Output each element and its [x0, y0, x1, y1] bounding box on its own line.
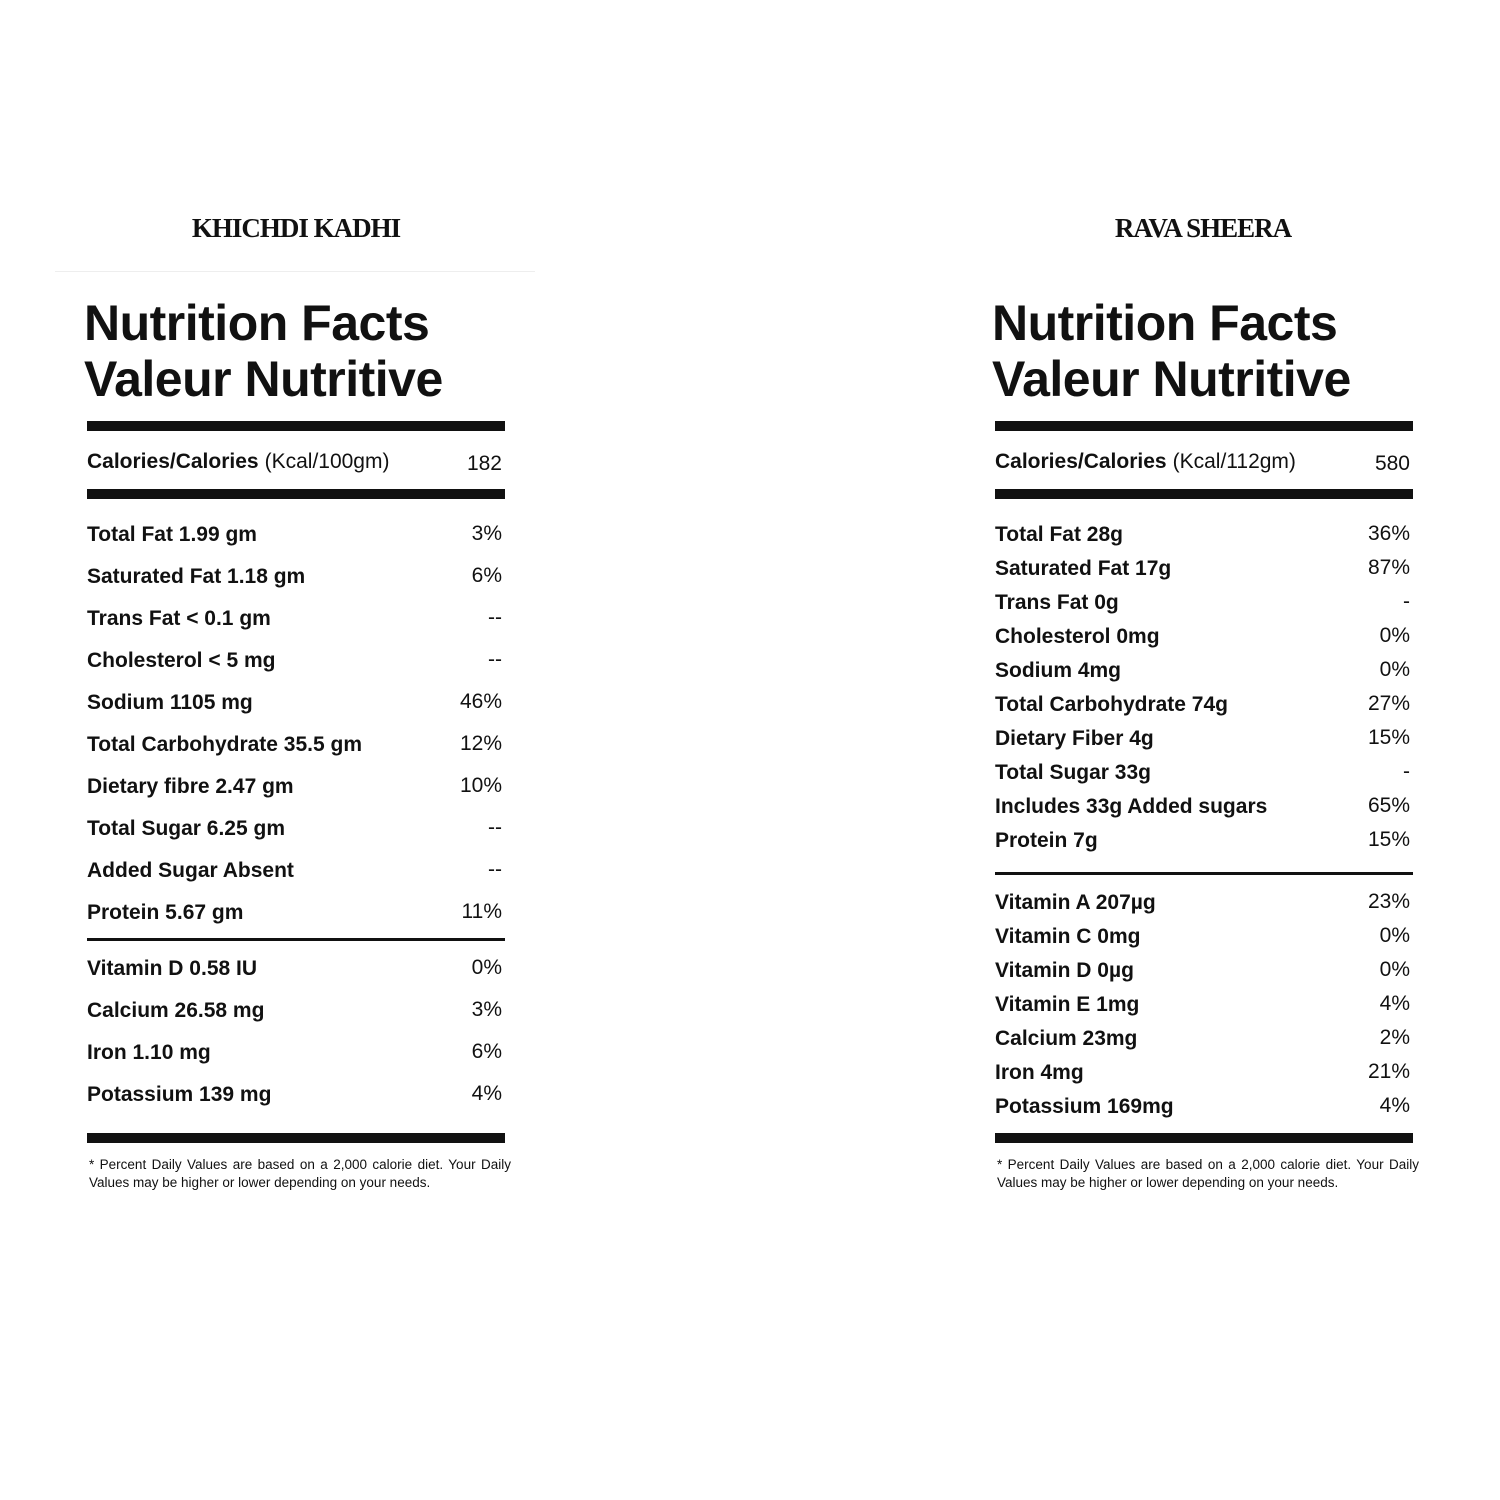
vitamin-name: Calcium 26.58 mg — [87, 999, 265, 1022]
daily-value: 15% — [1367, 828, 1410, 851]
panel-title: RAVA SHEERA — [1114, 213, 1292, 243]
daily-value: 23% — [1367, 890, 1410, 913]
vitamin-name: Vitamin E 1mg — [995, 993, 1140, 1016]
daily-value: 3% — [471, 522, 502, 545]
nutrient-name: Added Sugar Absent — [87, 859, 294, 882]
nutrient-name: Total Sugar 33g — [995, 761, 1151, 784]
calories-row: Calories/Calories (Kcal/112gm) — [995, 451, 1296, 472]
daily-value: 3% — [471, 998, 502, 1021]
calories-label: Calories/Calories — [87, 450, 259, 473]
vitamin-name: Iron 4mg — [995, 1061, 1084, 1084]
vitamin-name: Calcium 23mg — [995, 1027, 1138, 1050]
daily-value: 21% — [1367, 1060, 1410, 1083]
thin-rule — [995, 872, 1413, 875]
panel-title: KHICHDI KADHI — [191, 213, 401, 243]
daily-value: 15% — [1367, 726, 1410, 749]
daily-value: 11% — [461, 900, 502, 923]
heading-fr: Valeur Nutritive — [84, 351, 443, 407]
thick-rule — [87, 489, 505, 499]
daily-value: 10% — [459, 774, 502, 797]
vitamin-name: Vitamin A 207µg — [995, 891, 1156, 914]
nutrient-name: Dietary fibre 2.47 gm — [87, 775, 294, 798]
calories-value: 182 — [466, 452, 502, 475]
daily-value: -- — [488, 648, 502, 671]
nutrient-name: Trans Fat < 0.1 gm — [87, 607, 271, 630]
thick-rule — [87, 1133, 505, 1143]
nutrient-name: Total Fat 1.99 gm — [87, 523, 257, 546]
vitamin-name: Vitamin C 0mg — [995, 925, 1141, 948]
daily-value: 0% — [471, 956, 502, 979]
nutrient-name: Total Carbohydrate 74g — [995, 693, 1228, 716]
thick-rule — [87, 421, 505, 431]
daily-value: 6% — [471, 1040, 502, 1063]
daily-value: 2% — [1379, 1026, 1410, 1049]
footnote: * Percent Daily Values are based on a 2,… — [89, 1157, 511, 1190]
daily-value: 4% — [1379, 1094, 1410, 1117]
nutrient-name: Sodium 1105 mg — [87, 691, 253, 714]
vitamin-name: Vitamin D 0µg — [995, 959, 1134, 982]
nutrient-name: Trans Fat 0g — [995, 591, 1119, 614]
vitamin-name: Potassium 169mg — [995, 1095, 1174, 1118]
nutrient-name: Includes 33g Added sugars — [995, 795, 1268, 818]
heading-fr: Valeur Nutritive — [992, 351, 1351, 407]
heading-en: Nutrition Facts — [992, 295, 1338, 351]
daily-value: 36% — [1367, 522, 1410, 545]
nutrient-name: Sodium 4mg — [995, 659, 1122, 682]
thick-rule — [995, 489, 1413, 499]
daily-value: 0% — [1379, 624, 1410, 647]
nutrient-name: Cholesterol 0mg — [995, 625, 1160, 648]
daily-value: 0% — [1379, 958, 1410, 981]
heading-en: Nutrition Facts — [84, 295, 430, 351]
vitamin-name: Vitamin D 0.58 IU — [87, 957, 258, 980]
calories-value: 580 — [1374, 452, 1410, 475]
calories-label: Calories/Calories — [995, 450, 1167, 473]
calories-unit: (Kcal/112gm) — [1172, 450, 1296, 473]
nutrient-name: Total Fat 28g — [995, 523, 1123, 546]
nutrient-name: Total Sugar 6.25 gm — [87, 817, 285, 840]
daily-value: 87% — [1367, 556, 1410, 579]
nutrient-name: Protein 7g — [995, 829, 1098, 852]
nutrient-name: Saturated Fat 1.18 gm — [87, 565, 306, 588]
daily-value: -- — [488, 816, 502, 839]
footnote: * Percent Daily Values are based on a 2,… — [997, 1157, 1419, 1190]
nutrient-name: Dietary Fiber 4g — [995, 727, 1154, 750]
thick-rule — [995, 1133, 1413, 1143]
daily-value: -- — [488, 858, 502, 881]
daily-value: 12% — [459, 732, 502, 755]
vitamin-name: Potassium 139 mg — [87, 1083, 272, 1106]
nutrient-name: Saturated Fat 17g — [995, 557, 1172, 580]
daily-value: 65% — [1367, 794, 1410, 817]
nutrient-name: Total Carbohydrate 35.5 gm — [87, 733, 363, 756]
nutrient-name: Cholesterol < 5 mg — [87, 649, 276, 672]
daily-value: 4% — [471, 1082, 502, 1105]
daily-value: 0% — [1379, 658, 1410, 681]
daily-value: 46% — [459, 690, 502, 713]
daily-value: 4% — [1379, 992, 1410, 1015]
vitamin-name: Iron 1.10 mg — [87, 1041, 211, 1064]
daily-value: 0% — [1379, 924, 1410, 947]
calories-unit: (Kcal/100gm) — [264, 450, 390, 473]
calories-row: Calories/Calories (Kcal/100gm) — [87, 451, 389, 472]
daily-value: - — [1403, 760, 1410, 783]
daily-value: -- — [488, 606, 502, 629]
thick-rule — [995, 421, 1413, 431]
daily-value: 6% — [471, 564, 502, 587]
nutrient-name: Protein 5.67 gm — [87, 901, 244, 924]
title-rule — [55, 271, 535, 272]
daily-value: 27% — [1367, 692, 1410, 715]
thin-rule — [87, 938, 505, 941]
daily-value: - — [1403, 590, 1410, 613]
